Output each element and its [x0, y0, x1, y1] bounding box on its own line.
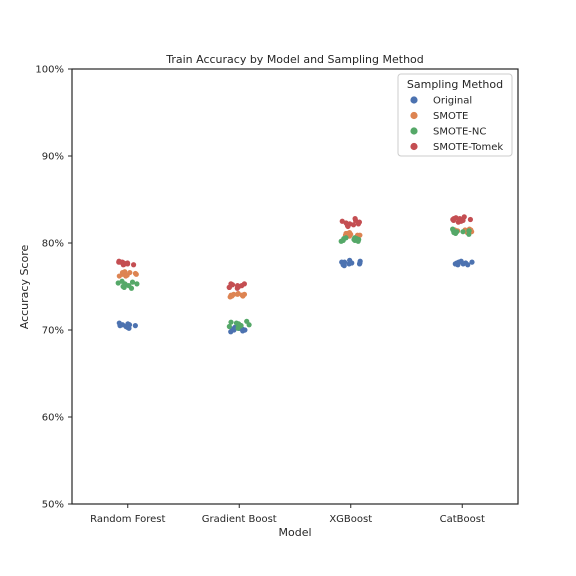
point-smote-tomek: [234, 283, 241, 289]
point-original: [341, 259, 348, 265]
x-axis-label: Model: [278, 526, 311, 539]
legend-label-original: Original: [433, 96, 472, 107]
y-tick-label: 80%: [42, 239, 64, 250]
x-tick-label: CatBoost: [440, 514, 485, 525]
point-smote: [123, 273, 129, 279]
point-original: [469, 259, 475, 265]
point-original: [123, 323, 129, 330]
y-tick-label: 100%: [35, 65, 64, 76]
point-smote-nc: [228, 319, 234, 325]
point-smote: [239, 292, 245, 298]
point-original: [357, 260, 363, 266]
plot-frame: [71, 68, 519, 505]
point-smote-tomek: [460, 217, 466, 223]
point-smote-nc: [236, 321, 242, 327]
point-smote-nc: [341, 236, 347, 242]
point-smote-tomek: [467, 216, 473, 223]
point-original: [452, 261, 458, 267]
point-smote-nc: [351, 236, 357, 243]
x-tick-label: Random Forest: [90, 514, 165, 525]
y-tick-label: 60%: [42, 413, 64, 424]
y-axis-ticks: 50% 60% 70% 80% 90% 100%: [35, 65, 72, 511]
legend-title: Sampling Method: [407, 78, 503, 91]
point-smote-nc: [452, 229, 458, 236]
y-tick-label: 50%: [42, 500, 64, 511]
point-smote: [132, 270, 139, 277]
point-original: [132, 323, 138, 329]
legend-label-smote-tomek: SMOTE-Tomek: [433, 142, 503, 153]
point-original: [116, 320, 122, 326]
point-smote-tomek: [352, 216, 358, 222]
point-smote: [234, 291, 241, 297]
point-smote-tomek: [241, 281, 247, 287]
point-smote-tomek: [117, 259, 124, 265]
y-tick-label: 70%: [42, 326, 64, 337]
point-smote-nc: [134, 281, 140, 287]
point-smote-tomek: [345, 223, 351, 230]
x-axis-ticks: Random Forest Gradient Boost XGBoost CatBoo…: [90, 504, 485, 525]
legend-label-smote-nc: SMOTE-NC: [433, 127, 486, 138]
legend-box: [397, 73, 513, 157]
y-axis-label: Accuracy Score: [18, 245, 31, 330]
point-smote-nc: [226, 323, 232, 330]
point-smote-nc: [460, 229, 466, 235]
point-smote-tomek: [350, 222, 357, 228]
legend-marker-original: [410, 96, 418, 104]
point-smote-nc: [466, 228, 472, 234]
point-original: [460, 261, 466, 267]
point-smote: [127, 269, 133, 276]
point-original: [465, 262, 471, 268]
point-smote-nc: [128, 285, 135, 291]
legend-marker-smote-tomek: [410, 142, 418, 151]
point-smote-nc: [119, 278, 125, 284]
x-tick-label: Gradient Boost: [202, 514, 277, 525]
y-tick-label: 90%: [42, 152, 64, 163]
point-smote-tomek: [450, 216, 456, 223]
legend: Sampling Method Original SMOTE SMOTE-NC SMO…: [397, 73, 513, 157]
point-smote: [227, 294, 233, 300]
point-smote-nc: [120, 283, 126, 290]
point-smote-nc: [244, 318, 250, 324]
point-smote-tomek: [355, 221, 361, 227]
point-smote-nc: [355, 238, 361, 244]
point-original: [349, 260, 355, 266]
point-smote-tomek: [130, 262, 137, 268]
chart-title: Train Accuracy by Model and Sampling Met…: [165, 53, 424, 66]
legend-marker-smote: [410, 111, 418, 120]
point-smote-nc: [129, 279, 136, 285]
data-points: [115, 214, 475, 335]
legend-label-smote: SMOTE: [433, 111, 468, 122]
point-smote-tomek: [339, 218, 345, 224]
point-smote-tomek: [226, 284, 232, 290]
x-tick-label: XGBoost: [329, 514, 372, 525]
legend-marker-smote-nc: [410, 127, 418, 135]
